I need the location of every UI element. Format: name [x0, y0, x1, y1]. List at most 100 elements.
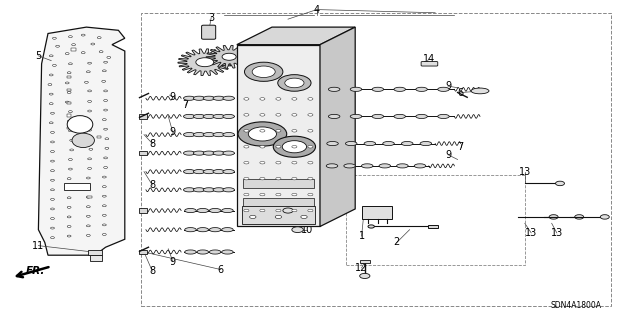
Circle shape — [49, 55, 53, 57]
Circle shape — [282, 141, 307, 153]
Ellipse shape — [221, 228, 233, 232]
Circle shape — [68, 111, 72, 113]
Ellipse shape — [326, 164, 338, 168]
Ellipse shape — [471, 88, 489, 94]
Ellipse shape — [346, 142, 357, 145]
Text: 9: 9 — [445, 81, 451, 91]
Ellipse shape — [204, 96, 215, 100]
Circle shape — [102, 186, 106, 188]
Ellipse shape — [223, 96, 234, 100]
Circle shape — [292, 227, 303, 233]
Ellipse shape — [327, 142, 339, 145]
Circle shape — [68, 63, 72, 65]
Text: 14: 14 — [422, 54, 435, 64]
Ellipse shape — [221, 250, 233, 254]
Circle shape — [68, 36, 72, 38]
Bar — [243, 198, 314, 207]
Bar — [67, 101, 72, 104]
Circle shape — [244, 98, 249, 100]
Circle shape — [308, 161, 313, 164]
Circle shape — [67, 226, 71, 227]
Circle shape — [308, 177, 313, 180]
Text: 8: 8 — [149, 266, 156, 276]
Circle shape — [51, 170, 54, 172]
Bar — [67, 127, 72, 130]
Circle shape — [67, 92, 71, 93]
Text: 9: 9 — [170, 256, 176, 267]
Circle shape — [86, 196, 90, 198]
Text: 14: 14 — [272, 201, 285, 211]
Ellipse shape — [209, 209, 221, 213]
Ellipse shape — [72, 133, 95, 147]
Circle shape — [600, 215, 609, 219]
Circle shape — [292, 209, 297, 212]
Bar — [243, 179, 314, 188]
Text: 13: 13 — [550, 228, 563, 238]
Text: 6: 6 — [218, 264, 224, 275]
Circle shape — [88, 110, 92, 112]
Bar — [139, 151, 147, 155]
Circle shape — [292, 130, 297, 132]
Circle shape — [51, 189, 54, 191]
Circle shape — [88, 129, 92, 131]
Ellipse shape — [416, 115, 428, 119]
Circle shape — [102, 224, 106, 226]
Bar — [67, 89, 72, 91]
Circle shape — [105, 147, 109, 149]
Ellipse shape — [184, 188, 195, 192]
Circle shape — [275, 215, 282, 219]
Ellipse shape — [372, 115, 383, 119]
Bar — [88, 196, 92, 198]
Ellipse shape — [185, 228, 196, 232]
Circle shape — [308, 145, 313, 148]
Circle shape — [51, 237, 54, 239]
Ellipse shape — [213, 188, 225, 192]
Circle shape — [67, 72, 71, 74]
Bar — [67, 114, 72, 116]
Ellipse shape — [364, 142, 376, 145]
Circle shape — [308, 130, 313, 132]
Circle shape — [102, 234, 106, 235]
Ellipse shape — [197, 250, 209, 254]
Ellipse shape — [204, 188, 215, 192]
Circle shape — [308, 98, 313, 100]
Circle shape — [260, 145, 265, 148]
Ellipse shape — [397, 164, 408, 168]
Text: 9: 9 — [170, 92, 176, 102]
FancyBboxPatch shape — [202, 25, 216, 39]
Ellipse shape — [213, 115, 225, 119]
Circle shape — [292, 177, 297, 180]
Bar — [64, 183, 90, 190]
Circle shape — [244, 161, 249, 164]
Circle shape — [102, 195, 106, 197]
Ellipse shape — [328, 87, 340, 92]
Ellipse shape — [193, 151, 205, 155]
Bar — [72, 48, 76, 50]
Text: 6: 6 — [458, 87, 464, 98]
Circle shape — [104, 109, 108, 111]
Circle shape — [260, 193, 265, 196]
Circle shape — [86, 234, 90, 236]
Bar — [67, 76, 72, 78]
Circle shape — [48, 84, 52, 85]
Circle shape — [549, 215, 558, 219]
Ellipse shape — [204, 170, 215, 174]
Ellipse shape — [350, 115, 362, 119]
Circle shape — [56, 45, 60, 47]
Circle shape — [49, 103, 53, 105]
Circle shape — [244, 177, 249, 180]
Bar — [141, 13, 611, 306]
Circle shape — [292, 98, 297, 100]
Circle shape — [244, 209, 249, 212]
Ellipse shape — [223, 151, 234, 155]
Bar — [242, 206, 315, 224]
Ellipse shape — [213, 151, 225, 155]
Ellipse shape — [379, 164, 390, 168]
Ellipse shape — [394, 115, 406, 119]
Ellipse shape — [193, 115, 205, 119]
Circle shape — [556, 181, 564, 186]
Circle shape — [81, 52, 85, 54]
Circle shape — [51, 198, 54, 200]
Circle shape — [86, 71, 90, 73]
Ellipse shape — [372, 87, 383, 92]
